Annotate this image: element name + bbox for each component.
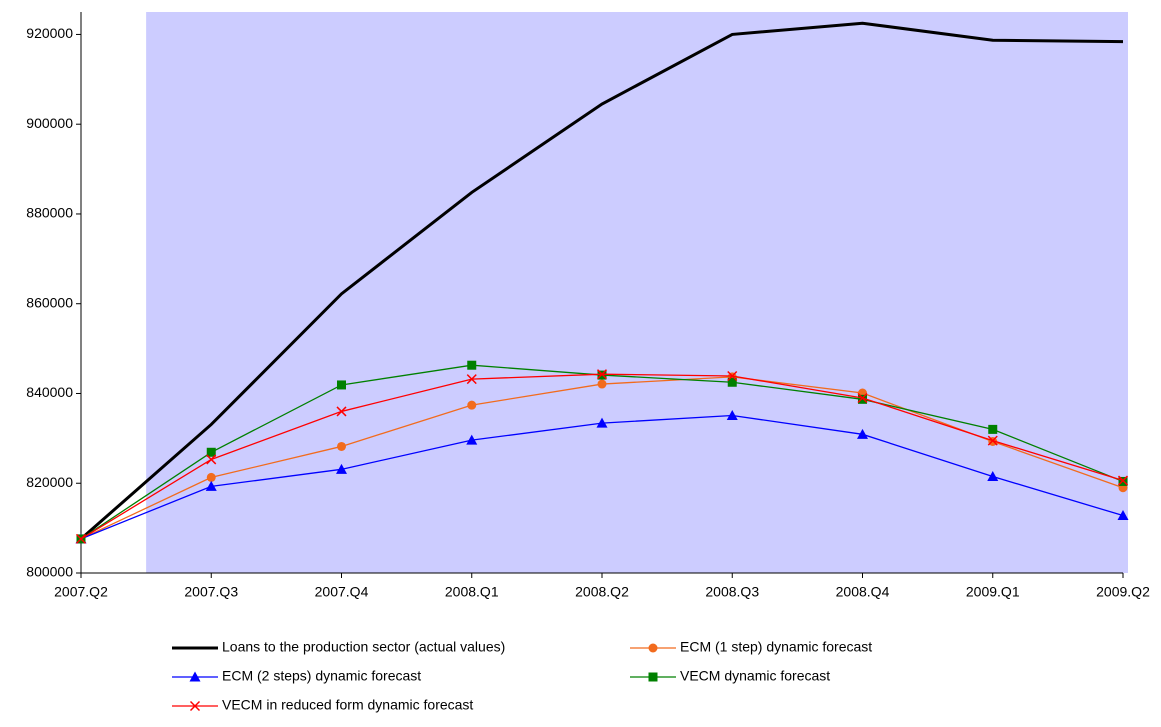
marker [596, 369, 608, 380]
x-tick-label: 2008.Q1 [445, 584, 499, 600]
y-tick-label: 920000 [26, 25, 73, 41]
x-tick-label: 2007.Q2 [54, 584, 108, 600]
legend-label: VECM in reduced form dynamic forecast [222, 697, 473, 713]
marker [648, 643, 658, 653]
marker [467, 360, 477, 370]
marker [987, 435, 998, 446]
marker [858, 394, 867, 404]
y-tick-label: 800000 [26, 564, 73, 580]
marker [857, 428, 868, 439]
marker [1117, 475, 1129, 486]
x-tick-label: 2008.Q4 [836, 584, 890, 600]
y-tick-label: 880000 [26, 205, 73, 221]
x-tick-label: 2009.Q2 [1096, 584, 1150, 600]
marker [189, 671, 201, 682]
x-tick-label: 2008.Q2 [575, 584, 629, 600]
y-tick-label: 820000 [26, 474, 73, 490]
marker [337, 380, 346, 390]
marker [596, 417, 608, 428]
x-tick-label: 2007.Q4 [315, 584, 369, 600]
marker [206, 447, 216, 457]
marker [205, 480, 217, 491]
marker [857, 392, 868, 403]
marker [206, 454, 217, 465]
marker [466, 434, 478, 445]
x-tick-label: 2007.Q3 [184, 584, 238, 600]
series-line [80, 21, 1124, 541]
y-tick-label: 840000 [26, 384, 73, 400]
marker [467, 400, 477, 410]
marker [726, 409, 738, 420]
marker [727, 370, 738, 382]
x-tick-label: 2009.Q1 [966, 584, 1020, 600]
marker [466, 374, 477, 385]
legend-label: ECM (2 steps) dynamic forecast [222, 668, 421, 684]
marker [75, 533, 87, 544]
marker [727, 377, 737, 387]
marker [988, 424, 998, 434]
y-tick-label: 900000 [26, 115, 73, 131]
x-tick-label: 2008.Q3 [705, 584, 759, 600]
marker [1117, 510, 1129, 521]
marker [206, 472, 216, 482]
legend-label: VECM dynamic forecast [680, 668, 830, 684]
marker [987, 471, 999, 482]
marker [648, 672, 658, 682]
marker [336, 406, 347, 417]
legend-label: Loans to the production sector (actual v… [222, 639, 505, 655]
marker [189, 700, 201, 712]
marker [337, 441, 346, 451]
marker [336, 463, 347, 474]
legend-label: ECM (1 step) dynamic forecast [680, 639, 872, 655]
y-tick-label: 860000 [26, 294, 73, 310]
forecast-region [146, 12, 1128, 573]
marker [597, 379, 607, 389]
